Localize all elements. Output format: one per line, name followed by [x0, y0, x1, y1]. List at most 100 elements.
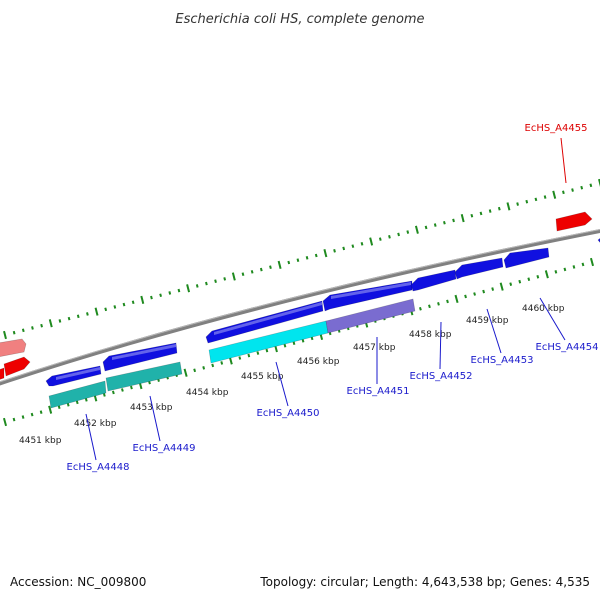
upper-tick	[3, 330, 7, 340]
upper-tick	[488, 209, 492, 213]
upper-tick	[195, 284, 199, 288]
lower-tick	[102, 393, 106, 397]
callout-leader	[85, 413, 97, 461]
upper-tick	[460, 213, 465, 223]
upper-tick	[159, 293, 162, 298]
gene-arrow-a4453[interactable]	[454, 257, 504, 280]
lower-tick	[589, 257, 595, 267]
upper-tick	[369, 237, 374, 246]
gene-arrow-a4455[interactable]	[555, 211, 593, 232]
lower-tick	[48, 405, 53, 414]
upper-tick	[259, 267, 263, 272]
gene-label[interactable]: EcHS_A4450	[257, 408, 320, 419]
kbp-label: 4456 kbp	[297, 357, 340, 367]
lower-tick	[509, 282, 513, 286]
upper-tick	[443, 220, 446, 225]
upper-tick	[580, 185, 584, 190]
lower-tick	[482, 289, 486, 294]
gene-arrow-left-red[interactable]	[3, 356, 31, 377]
map-title: Escherichia coli HS, complete genome	[175, 12, 424, 27]
gene-arrow-left-red2[interactable]	[0, 367, 5, 380]
gene-label[interactable]: EcHS_A4449	[133, 443, 196, 454]
lower-tick	[536, 274, 540, 279]
genome-backbone-highlight	[0, 228, 600, 383]
kbp-label: 4452 kbp	[74, 419, 117, 429]
lower-tick	[581, 262, 585, 267]
gene-label[interactable]: EcHS_A4448	[67, 462, 130, 473]
upper-tick	[94, 307, 99, 316]
upper-tick	[287, 260, 291, 265]
upper-tick	[543, 195, 547, 199]
lower-tick	[193, 368, 197, 373]
gene-label[interactable]: EcHS_A4452	[410, 371, 473, 382]
upper-tick	[12, 330, 16, 335]
lower-tick	[39, 410, 43, 414]
lower-tick	[202, 366, 206, 370]
lower-tick	[265, 348, 269, 353]
gene-arrow-a4449-rna[interactable]	[105, 361, 183, 392]
upper-tick	[351, 244, 355, 248]
lower-tick	[464, 294, 467, 299]
upper-tick	[140, 295, 145, 305]
callout-leader	[486, 308, 502, 354]
upper-tick	[433, 223, 437, 227]
upper-tick	[516, 202, 519, 206]
callout-leader	[439, 321, 442, 370]
lower-tick	[563, 267, 567, 272]
lower-tick	[121, 388, 124, 392]
gene-arrow-a4450[interactable]	[205, 300, 324, 344]
upper-tick	[571, 188, 574, 192]
lower-tick	[238, 356, 242, 360]
lower-tick	[292, 341, 296, 346]
kbp-label: 4458 kbp	[409, 330, 452, 340]
gene-highlight	[331, 282, 411, 299]
kbp-label: 4457 kbp	[353, 343, 396, 353]
gene-label[interactable]: EcHS_A4453	[471, 355, 534, 366]
gene-arrow-a4454[interactable]	[503, 247, 550, 269]
gene-arrow-left-light[interactable]	[0, 338, 27, 357]
upper-tick	[21, 328, 25, 333]
upper-tick	[113, 305, 117, 309]
gene-label[interactable]: EcHS_A4455	[525, 123, 588, 134]
upper-tick	[598, 178, 600, 188]
upper-tick	[470, 213, 474, 218]
upper-tick	[250, 270, 254, 274]
upper-tick	[186, 284, 191, 293]
upper-tick	[479, 211, 483, 216]
gene-arrow-a4449[interactable]	[102, 342, 178, 372]
upper-tick	[223, 277, 227, 281]
upper-tick	[360, 242, 364, 246]
upper-tick	[323, 249, 328, 258]
kbp-label: 4455 kbp	[241, 372, 284, 382]
lower-tick	[428, 304, 431, 309]
kbp-label: 4451 kbp	[19, 436, 62, 446]
gene-arrow-a4448-rna[interactable]	[48, 380, 107, 409]
upper-tick	[388, 234, 391, 239]
gene-arrow-a4452[interactable]	[410, 269, 457, 292]
upper-tick-track	[3, 178, 600, 340]
upper-tick	[378, 237, 382, 241]
lower-tick	[499, 282, 504, 291]
lower-tick	[148, 380, 151, 385]
upper-tick	[67, 316, 71, 321]
upper-tick	[534, 197, 538, 202]
upper-tick	[562, 190, 565, 195]
upper-tick	[305, 256, 309, 260]
lower-tick	[572, 265, 576, 269]
gene-arrow-a4451[interactable]	[322, 280, 413, 312]
gene-label[interactable]: EcHS_A4454	[536, 342, 599, 353]
lower-tick	[527, 277, 531, 282]
lower-tick	[437, 302, 440, 306]
lower-tick	[30, 412, 34, 417]
lower-tick	[2, 417, 8, 427]
gene-features	[0, 211, 600, 409]
upper-tick	[104, 307, 108, 312]
lower-tick	[247, 353, 251, 358]
upper-tick	[525, 199, 529, 204]
gene-arrow-a4451-rna[interactable]	[325, 298, 416, 334]
upper-tick	[241, 272, 245, 276]
upper-tick	[277, 260, 282, 269]
gene-arrow-a4448[interactable]	[45, 365, 102, 387]
gene-label[interactable]: EcHS_A4451	[347, 386, 410, 397]
